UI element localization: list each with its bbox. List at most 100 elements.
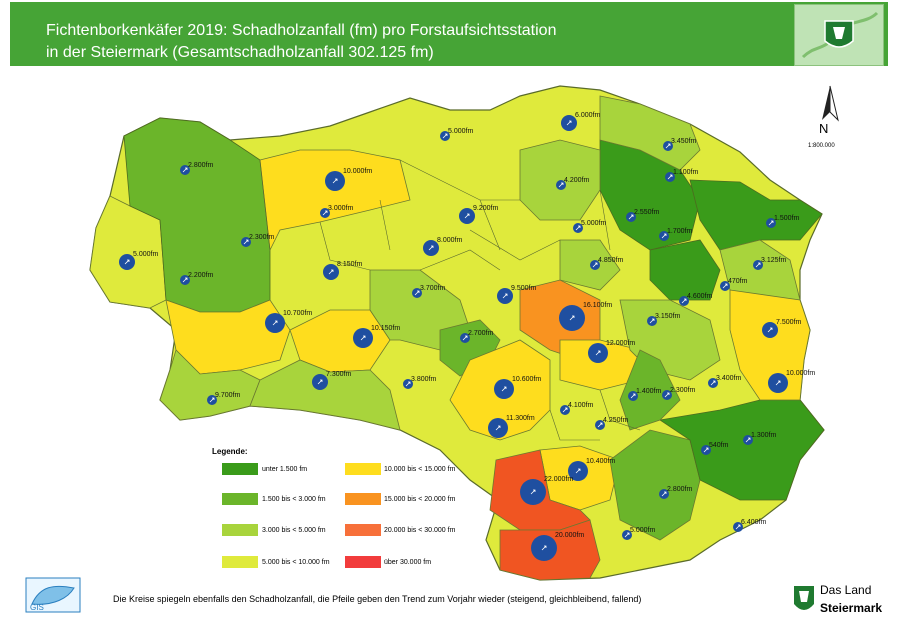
station-label: 12.000fm <box>606 340 635 347</box>
station-label: 16.100fm <box>583 302 612 309</box>
station-label: 3.000fm <box>328 205 353 212</box>
legend-swatch-4 <box>345 463 381 475</box>
trend-arrow-icon <box>775 380 781 386</box>
trend-arrow-icon <box>414 290 420 296</box>
trend-arrow-icon <box>124 259 130 265</box>
station-label: 9.200fm <box>473 205 498 212</box>
legend-label-7: über 30.000 fm <box>384 559 432 566</box>
region-north-green2 <box>599 95 701 171</box>
land-logo-line2: Steiermark <box>820 601 883 615</box>
station-label: 5.000fm <box>630 527 655 534</box>
region-east-darkgreen <box>658 399 825 501</box>
station-label: 3.450fm <box>671 138 696 145</box>
station-label: 1.400fm <box>636 388 661 395</box>
trend-arrow-icon <box>182 167 188 173</box>
map-title-line1: Fichtenborkenkäfer 2019: Schadholzanfall… <box>46 22 557 39</box>
region-southeast-green <box>609 429 701 541</box>
trend-arrow-icon <box>665 143 671 149</box>
station-label: 1.500fm <box>774 215 799 222</box>
station-label: 10.000fm <box>343 168 372 175</box>
station-label: 7.500fm <box>776 319 801 326</box>
legend-label-4: 10.000 bis < 15.000 fm <box>384 466 456 473</box>
station-label: 1.100fm <box>673 169 698 176</box>
trend-arrow-icon <box>575 225 581 231</box>
station-label: 10.400fm <box>586 458 615 465</box>
station-label: 4.100fm <box>568 402 593 409</box>
legend-label-6: 20.000 bis < 30.000 fm <box>384 527 456 534</box>
station-label: 4.200fm <box>564 177 589 184</box>
station-label: 1.700fm <box>667 228 692 235</box>
trend-arrow-icon <box>209 397 215 403</box>
trend-arrow-icon <box>442 133 448 139</box>
trend-arrow-icon <box>462 335 468 341</box>
station-label: 11.300fm <box>506 415 535 422</box>
trend-arrow-icon <box>710 380 716 386</box>
scale-label: 1:800.000 <box>808 143 835 149</box>
trend-arrow-icon <box>661 491 667 497</box>
station-label: 22.000fm <box>544 476 573 483</box>
trend-arrow-icon <box>664 392 670 398</box>
station-label: 10.000fm <box>786 370 815 377</box>
trend-arrow-icon <box>735 524 741 530</box>
trend-arrow-icon <box>558 182 564 188</box>
trend-arrow-icon <box>630 393 636 399</box>
trend-arrow-icon <box>755 262 761 268</box>
station-label: 8.150fm <box>337 261 362 268</box>
legend-swatch-3 <box>222 556 258 568</box>
station-label: 6.400fm <box>741 519 766 526</box>
legend-label-3: 5.000 bis < 10.000 fm <box>262 559 330 566</box>
trend-arrow-icon <box>649 318 655 324</box>
trend-arrow-icon <box>595 350 601 356</box>
legend-label-1: 1.500 bis < 3.000 fm <box>262 496 326 503</box>
land-steiermark-logo <box>790 580 890 620</box>
trend-arrow-icon <box>681 298 687 304</box>
station-label: 6.000fm <box>575 112 600 119</box>
trend-arrow-icon <box>502 293 508 299</box>
region-east-darkgreen3 <box>649 239 721 301</box>
region-north-orange <box>259 149 411 252</box>
gis-logo: GIS <box>24 576 82 614</box>
station-label: 8.000fm <box>437 237 462 244</box>
legend-swatch-6 <box>345 524 381 536</box>
station-label: 2.800fm <box>667 486 692 493</box>
trend-arrow-icon <box>541 545 547 551</box>
station-label: 9.500fm <box>511 285 536 292</box>
region-east-yellow <box>729 289 811 401</box>
station-label: 2.700fm <box>468 330 493 337</box>
region-center-east-green <box>619 349 681 431</box>
station-label: 20.000fm <box>555 532 584 539</box>
region-east-darkgreen2 <box>689 179 823 251</box>
trend-arrow-icon <box>667 174 673 180</box>
station-label: 10.600fm <box>512 376 541 383</box>
footer-note: Die Kreise spiegeln ebenfalls den Schadh… <box>113 594 642 604</box>
trend-arrow-icon <box>182 277 188 283</box>
trend-arrow-icon <box>322 210 328 216</box>
trend-arrow-icon <box>332 178 338 184</box>
station-label: 2.300fm <box>670 387 695 394</box>
region-north-lightgreen <box>519 139 601 221</box>
station-label: 3.800fm <box>411 376 436 383</box>
trend-arrow-icon <box>428 245 434 251</box>
trend-arrow-icon <box>569 315 575 321</box>
trend-arrow-icon <box>661 233 667 239</box>
station-label: 9.700fm <box>215 392 240 399</box>
trend-arrow-icon <box>722 283 728 289</box>
legend-swatch-0 <box>222 463 258 475</box>
station-label: 3.125fm <box>761 257 786 264</box>
trend-arrow-icon <box>464 213 470 219</box>
station-label: 10.700fm <box>283 310 312 317</box>
trend-arrow-icon <box>592 262 598 268</box>
station-label: 3.150fm <box>655 313 680 320</box>
station-label: 4.600fm <box>687 293 712 300</box>
station-label: 3.400fm <box>716 375 741 382</box>
trend-arrow-icon <box>768 220 774 226</box>
coat-of-arms-image <box>794 4 884 66</box>
station-label: 4.250fm <box>603 417 628 424</box>
station-label: 5.000fm <box>133 251 158 258</box>
legend-swatch-1 <box>222 493 258 505</box>
station-label: 10.150fm <box>371 325 400 332</box>
legend-swatch-7 <box>345 556 381 568</box>
station-label: 2.800fm <box>188 162 213 169</box>
trend-arrow-icon <box>566 120 572 126</box>
